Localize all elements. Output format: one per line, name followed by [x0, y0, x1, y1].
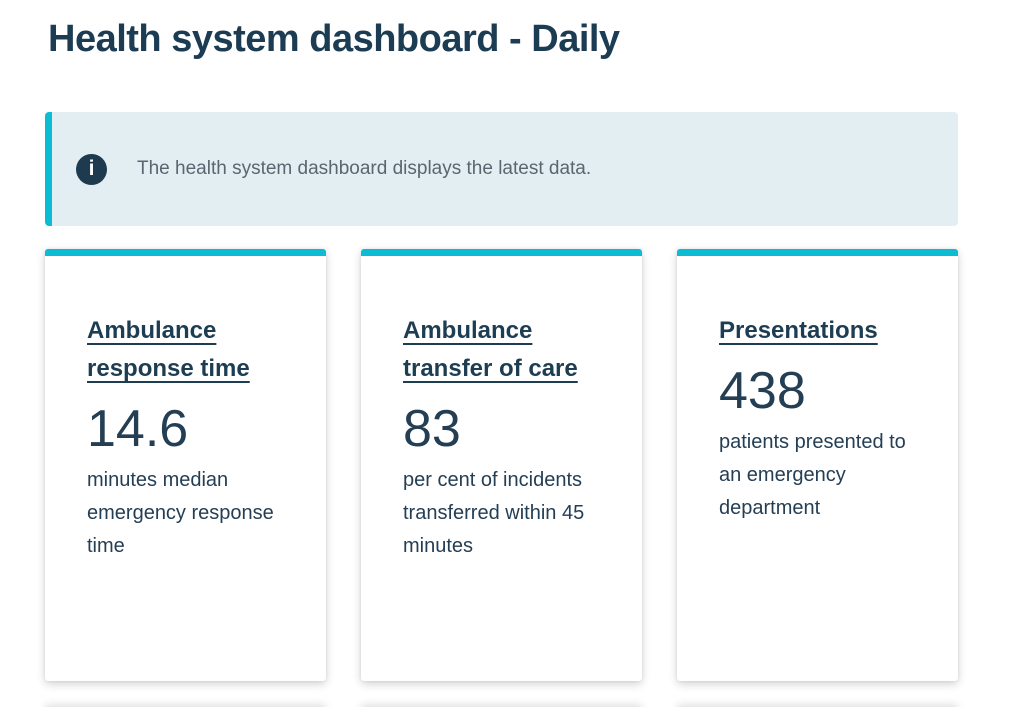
page-title: Health system dashboard - Daily: [48, 18, 620, 60]
metric-card-ambulance-transfer-of-care: Ambulance transfer of care 83 per cent o…: [361, 249, 642, 681]
metric-card-presentations: Presentations 438 patients presented to …: [677, 249, 958, 681]
metric-value: 83: [403, 400, 461, 458]
info-banner: i The health system dashboard displays t…: [45, 112, 958, 226]
metric-description: minutes median emergency response time: [87, 469, 274, 558]
info-banner-text: The health system dashboard displays the…: [137, 158, 592, 179]
metric-cards-row: Ambulance response time 14.6 minutes med…: [45, 249, 958, 681]
metric-card-title-link[interactable]: Ambulance response time: [87, 317, 250, 382]
info-icon: i: [76, 153, 107, 185]
metric-description: per cent of incidents transferred within…: [403, 469, 585, 558]
metric-value: 14.6: [87, 400, 189, 458]
metric-card-ambulance-response-time: Ambulance response time 14.6 minutes med…: [45, 249, 326, 681]
metric-description: patients presented to an emergency depar…: [719, 431, 906, 520]
metric-card-title-link[interactable]: Ambulance transfer of care: [403, 317, 578, 382]
metric-value: 438: [719, 362, 806, 420]
metric-card-title-link[interactable]: Presentations: [719, 317, 878, 344]
